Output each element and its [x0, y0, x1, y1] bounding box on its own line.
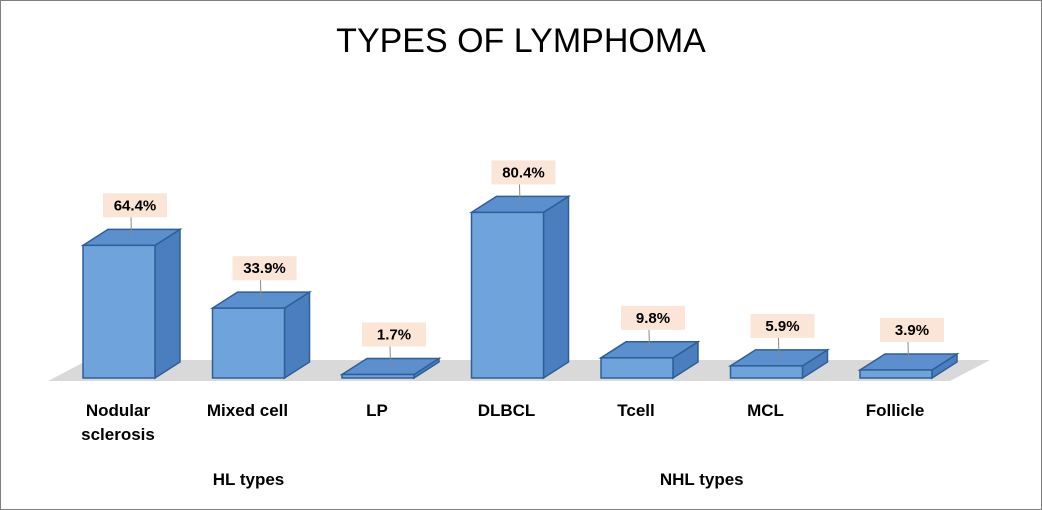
data-label-box-tcell	[621, 305, 685, 330]
data-label-box-follicle	[880, 317, 944, 342]
category-label-follicle: Follicle	[825, 399, 965, 423]
data-label-dlbcl: 80.4%	[502, 164, 545, 181]
category-label-mixed-cell: Mixed cell	[178, 399, 318, 423]
category-label-tcell: Tcell	[566, 399, 706, 423]
data-label-mixed-cell: 33.9%	[243, 260, 286, 277]
group-label-hl-types: HL types	[212, 470, 285, 489]
category-label-mcl: MCL	[696, 399, 836, 423]
data-label-tcell: 9.8%	[636, 310, 670, 327]
bar-nodular-sclerosis	[82, 244, 156, 379]
data-label-box-mcl	[750, 313, 815, 338]
category-label-line: sclerosis	[81, 425, 155, 444]
data-label-follicle: 3.9%	[895, 322, 929, 339]
data-label-lp: 1.7%	[377, 326, 411, 343]
category-label-line: LP	[366, 401, 388, 420]
bar-tcell	[600, 357, 674, 379]
bar-mcl	[729, 365, 804, 379]
data-label-nodular-sclerosis: 64.4%	[114, 197, 157, 214]
category-label-line: Mixed cell	[206, 401, 289, 420]
data-label-box-nodular-sclerosis	[103, 193, 167, 218]
category-label-line: Nodular	[85, 401, 151, 420]
chart-title: TYPES OF LYMPHOMA	[336, 22, 706, 60]
bar-side-dlbcl	[542, 195, 570, 380]
category-label-nodular-sclerosis: Nodular sclerosis	[48, 399, 188, 447]
data-label-leader-tcell	[648, 329, 650, 350]
category-label-line: Tcell	[617, 401, 655, 420]
data-label-leader-mixed-cell	[260, 280, 262, 301]
category-label-line: DLBCL	[477, 401, 536, 420]
bar-dlbcl	[470, 211, 545, 379]
data-label-box-dlbcl	[491, 160, 556, 185]
data-label-mcl: 5.9%	[765, 318, 799, 335]
data-label-box-lp	[362, 322, 426, 347]
data-label-leader-follicle	[907, 341, 909, 362]
group-label-nhl-types: NHL types	[659, 470, 744, 489]
bar-side-nodular-sclerosis	[154, 227, 181, 380]
category-label-line: Follicle	[865, 401, 925, 420]
data-label-leader-dlbcl	[519, 184, 521, 205]
category-label-lp: LP	[307, 399, 447, 423]
data-label-leader-mcl	[778, 337, 780, 358]
data-label-box-mixed-cell	[232, 256, 297, 281]
category-label-dlbcl: DLBCL	[437, 399, 577, 423]
category-label-line: MCL	[747, 401, 784, 420]
data-label-leader-lp	[389, 346, 391, 367]
bar-follicle	[859, 369, 933, 379]
data-label-leader-nodular-sclerosis	[130, 217, 132, 238]
bar-mixed-cell	[211, 307, 286, 379]
bar-lp	[341, 373, 415, 379]
